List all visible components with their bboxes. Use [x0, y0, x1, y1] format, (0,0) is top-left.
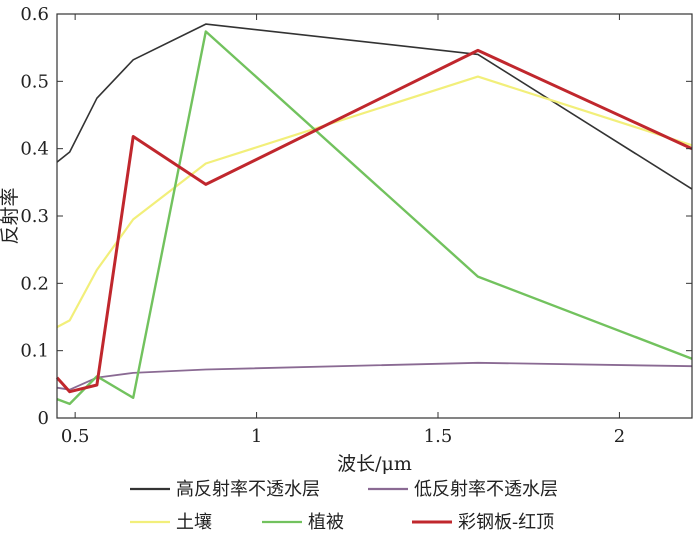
y-tick-label: 0.1	[20, 341, 49, 362]
x-axis-title: 波长/μm	[337, 453, 412, 475]
series-layer	[55, 23, 693, 406]
legend-item: 高反射率不透水层	[130, 479, 320, 500]
legend-item: 植被	[262, 512, 344, 533]
x-tick-label: 2	[614, 426, 625, 447]
y-tick-label: 0.4	[20, 139, 49, 160]
legend-item: 低反射率不透水层	[368, 479, 558, 500]
ticks-layer: 0.5 1 1.5 2 0 0.1 0.2 0.3 0.4 0.5 0.6	[20, 4, 692, 447]
legend-label: 土壤	[176, 512, 212, 533]
series-line-2	[56, 361, 693, 391]
y-axis-title: 反射率	[0, 187, 21, 244]
series-line-4	[56, 30, 693, 406]
legend-label: 高反射率不透水层	[176, 479, 320, 500]
legend-label: 植被	[308, 512, 344, 533]
y-tick-label: 0.2	[20, 273, 49, 294]
x-tick-label: 1.5	[424, 426, 453, 447]
y-tick-label: 0.3	[20, 206, 49, 227]
y-tick-label: 0.6	[20, 4, 49, 25]
x-tick-label: 0.5	[61, 426, 90, 447]
legend-label: 低反射率不透水层	[414, 479, 558, 500]
series-line-1	[56, 23, 693, 190]
series-line-3	[56, 75, 693, 329]
series-line-5	[55, 48, 693, 394]
legend-item: 彩钢板-红顶	[412, 512, 554, 533]
x-tick-label: 1	[251, 426, 262, 447]
y-tick-label: 0.5	[20, 71, 49, 92]
legend-item: 土壤	[130, 512, 212, 533]
plot-frame	[56, 13, 693, 419]
legend-label: 彩钢板-红顶	[458, 512, 554, 533]
y-tick-label: 0	[38, 408, 49, 429]
